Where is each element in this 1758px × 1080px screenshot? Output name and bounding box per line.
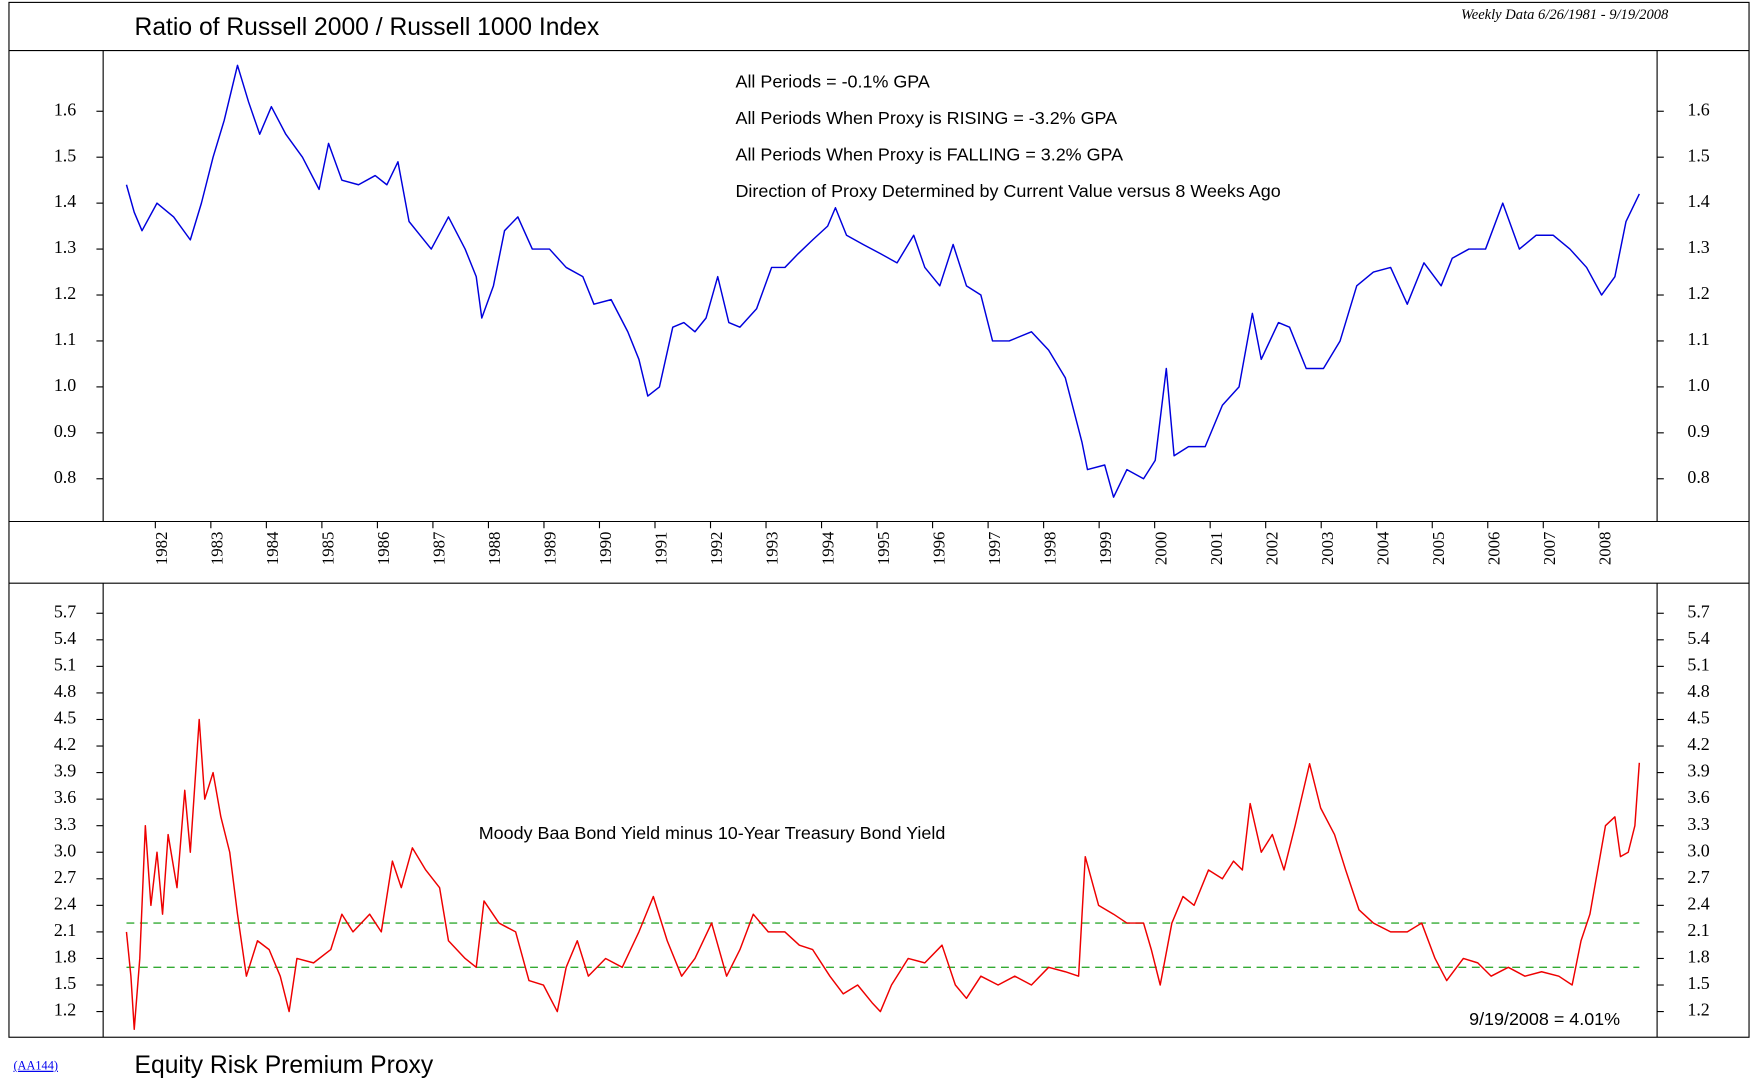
y-tick-label: 2.1 [54,920,76,940]
y-tick-label: 1.8 [1687,947,1709,967]
series-line [125,64,1640,498]
y-tick-label: 3.9 [1687,761,1709,781]
x-tick-label: 1983 [208,532,227,566]
series-label: Moody Baa Bond Yield minus 10-Year Treas… [479,823,946,843]
y-tick-label: 1.1 [1687,329,1709,349]
y-tick-label: 1.2 [1687,1000,1709,1020]
y-tick-label: 3.9 [54,761,76,781]
chart-title: Equity Risk Premium Proxy [135,1052,434,1079]
y-tick-label: 1.3 [54,237,76,257]
y-tick-label: 1.8 [54,947,76,967]
y-tick-label: 0.9 [54,421,76,441]
annotation: All Periods When Proxy is FALLING = 3.2%… [735,144,1123,164]
y-tick-label: 0.8 [1687,467,1709,487]
chart-code[interactable]: (AA144) [13,1059,58,1073]
y-tick-label: 2.7 [1687,867,1709,887]
chart-title: Ratio of Russell 2000 / Russell 1000 Ind… [135,14,600,41]
y-tick-label: 4.2 [1687,734,1709,754]
y-tick-label: 2.1 [1687,920,1709,940]
y-tick-label: 1.6 [1687,99,1709,119]
x-tick-label: 1995 [874,532,893,566]
y-tick-label: 1.5 [1687,973,1709,993]
x-tick-label: 1986 [374,532,393,566]
y-tick-label: 1.0 [1687,375,1709,395]
x-tick-label: 1982 [152,532,171,566]
outer-frame [8,1,1750,1038]
y-tick-label: 3.0 [1687,840,1709,860]
y-tick-label: 1.3 [1687,237,1709,257]
y-tick-label: 1.2 [1687,283,1709,303]
y-tick-label: 1.1 [54,329,76,349]
y-tick-label: 3.6 [54,787,76,807]
y-tick-label: 4.8 [54,681,76,701]
y-tick-label: 3.0 [54,840,76,860]
x-tick-label: 2004 [1373,531,1392,565]
x-tick-label: 1994 [818,531,837,565]
x-tick-label: 2000 [1151,532,1170,566]
x-tick-label: 1993 [763,532,782,566]
y-tick-label: 1.2 [54,283,76,303]
x-tick-label: 2005 [1429,532,1448,566]
y-tick-label: 0.9 [1687,421,1709,441]
y-tick-label: 1.0 [54,375,76,395]
y-tick-label: 5.4 [1687,628,1709,648]
y-tick-label: 2.7 [54,867,76,887]
annotation: All Periods When Proxy is RISING = -3.2%… [735,108,1117,128]
x-tick-label: 1985 [319,532,338,566]
y-tick-label: 1.5 [54,145,76,165]
y-tick-label: 1.2 [54,1000,76,1020]
y-tick-label: 1.6 [54,99,76,119]
subtitle: Weekly Data 6/26/1981 - 9/19/2008 [1461,7,1669,23]
annotation: Direction of Proxy Determined by Current… [735,181,1280,201]
annotation: All Periods = -0.1% GPA [735,72,929,92]
y-tick-label: 0.8 [54,467,76,487]
series-line [125,718,1641,1030]
x-tick-label: 1989 [541,532,560,566]
x-tick-label: 2008 [1596,532,1615,566]
x-tick-label: 2007 [1540,532,1559,566]
y-tick-label: 5.4 [54,628,76,648]
x-tick-label: 1984 [263,531,282,565]
x-tick-label: 1991 [652,532,671,566]
x-tick-label: 2002 [1262,532,1281,566]
y-tick-label: 4.5 [54,708,76,728]
x-tick-label: 1996 [929,532,948,566]
y-tick-label: 5.1 [1687,654,1709,674]
x-tick-label: 2001 [1207,532,1226,566]
y-tick-label: 4.8 [1687,681,1709,701]
y-tick-label: 2.4 [54,893,76,913]
y-tick-label: 1.4 [54,191,76,211]
y-tick-label: 4.2 [54,734,76,754]
x-tick-label: 1999 [1096,532,1115,566]
y-tick-label: 3.3 [54,814,76,834]
x-tick-label: 1987 [430,532,449,566]
x-tick-label: 1988 [485,532,504,566]
y-tick-label: 5.7 [1687,601,1709,621]
y-tick-label: 1.4 [1687,191,1709,211]
y-tick-label: 1.5 [54,973,76,993]
x-tick-label: 1990 [596,532,615,566]
x-tick-label: 1998 [1040,532,1059,566]
x-tick-label: 2003 [1318,532,1337,566]
annotation: 9/19/2008 = 4.01% [1469,1009,1620,1029]
y-tick-label: 5.7 [54,601,76,621]
y-tick-label: 1.5 [1687,145,1709,165]
y-tick-label: 3.3 [1687,814,1709,834]
y-tick-label: 2.4 [1687,893,1709,913]
x-tick-label: 1997 [985,532,1004,566]
y-tick-label: 3.6 [1687,787,1709,807]
x-tick-label: 1992 [707,532,726,566]
y-tick-label: 4.5 [1687,708,1709,728]
x-tick-label: 2006 [1484,532,1503,566]
y-tick-label: 5.1 [54,654,76,674]
